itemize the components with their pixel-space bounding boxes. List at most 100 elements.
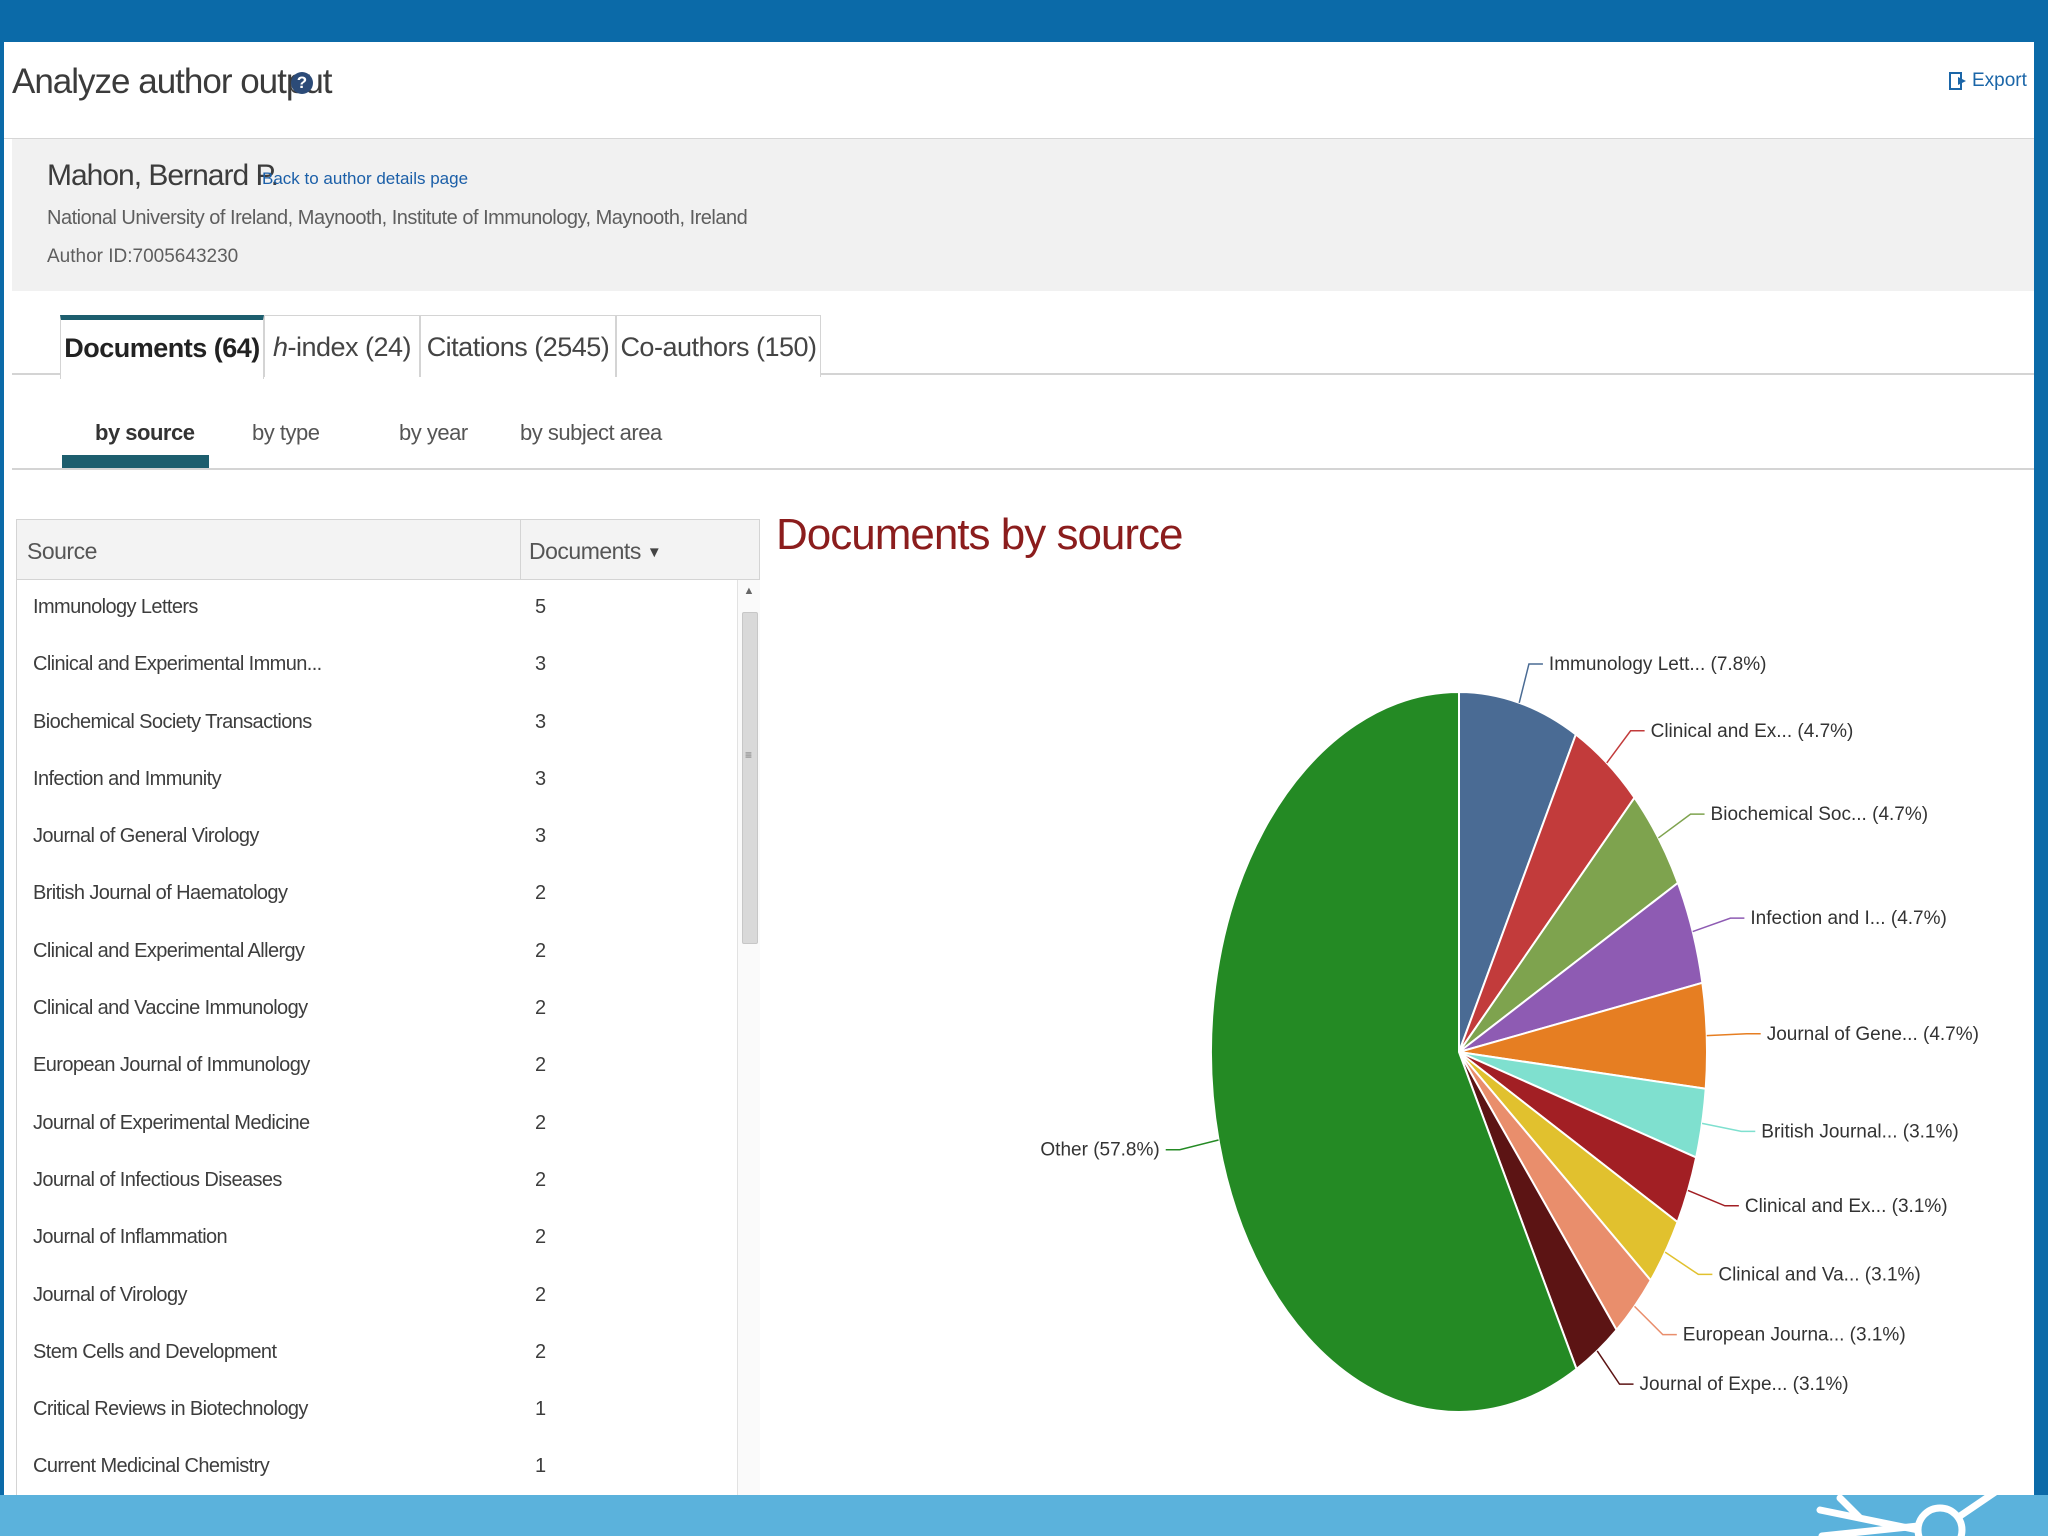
slice-leader-line — [1692, 917, 1745, 933]
source-cell[interactable]: Stem Cells and Development — [33, 1340, 277, 1363]
metric-tabs: Documents (64) h-index (24) Citations (2… — [12, 315, 2034, 379]
documents-cell: 3 — [535, 767, 547, 790]
export-label: Export — [1972, 70, 2027, 91]
source-cell[interactable]: Journal of Experimental Medicine — [33, 1111, 310, 1134]
author-id: Author ID:7005643230 — [47, 246, 239, 267]
snowflake-decoration — [1816, 1478, 2014, 1536]
slice-label: Clinical and Ex... (4.7%) — [1651, 721, 1854, 742]
documents-cell: 2 — [535, 939, 547, 962]
subtab-by-year[interactable]: by year — [399, 420, 468, 445]
slice-leader-line — [1687, 1189, 1739, 1207]
author-name: Mahon, Bernard P. — [47, 159, 279, 192]
desktop-bottom-band — [0, 1495, 2048, 1536]
sort-icon[interactable]: ▼ — [646, 544, 662, 562]
table-row[interactable]: Journal of Inflammation 2 — [17, 1210, 737, 1267]
page-title: Analyze author output — [12, 62, 333, 101]
export-icon — [1949, 71, 1966, 90]
analyze-author-output-page: Analyze author output ? Export Mahon, Be… — [4, 42, 2034, 1495]
slice-label: European Journa... (3.1%) — [1683, 1325, 1906, 1346]
source-cell[interactable]: Biochemical Society Transactions — [33, 710, 312, 733]
table-row[interactable]: Infection and Immunity 3 — [17, 752, 737, 809]
table-row[interactable]: Biochemical Society Transactions 3 — [17, 695, 737, 752]
source-table: Source Documents ▼ Immunology Letters 5 Cli… — [16, 519, 760, 1495]
slice-label: Journal of Expe... (3.1%) — [1640, 1374, 1849, 1395]
table-row[interactable]: British Journal of Haematology 2 — [17, 866, 737, 923]
author-panel: Mahon, Bernard P. Back to author details… — [12, 139, 2034, 291]
table-row[interactable]: Stem Cells and Development 2 — [17, 1325, 737, 1382]
slice-label: British Journal... (3.1%) — [1761, 1121, 1958, 1142]
slice-label: Biochemical Soc... (4.7%) — [1711, 804, 1929, 825]
author-affiliation: National University of Ireland, Maynooth… — [47, 207, 748, 229]
scroll-up-arrow-icon[interactable]: ▲ — [743, 585, 755, 597]
documents-cell: 2 — [535, 1168, 547, 1191]
tab-citations[interactable]: Citations (2545) — [420, 315, 616, 377]
source-cell[interactable]: Infection and Immunity — [33, 767, 222, 790]
slice-label: Journal of Gene... (4.7%) — [1767, 1024, 1979, 1045]
slice-leader-line — [1657, 813, 1705, 839]
documents-cell: 5 — [535, 596, 547, 618]
table-row[interactable]: Clinical and Experimental Immun... 3 — [17, 637, 737, 694]
documents-cell: 3 — [535, 825, 547, 848]
slice-leader-line — [1664, 1251, 1713, 1276]
table-row[interactable]: Journal of Experimental Medicine 2 — [17, 1096, 737, 1153]
documents-cell: 2 — [535, 1226, 547, 1249]
source-cell[interactable]: Journal of Virology — [33, 1283, 187, 1306]
source-cell[interactable]: Clinical and Experimental Allergy — [33, 939, 305, 962]
table-row[interactable]: Clinical and Vaccine Immunology 2 — [17, 981, 737, 1038]
table-row[interactable]: Journal of General Virology 3 — [17, 809, 737, 866]
slice-label: Infection and I... (4.7%) — [1750, 908, 1946, 929]
slice-label: Clinical and Va... (3.1%) — [1718, 1264, 1920, 1285]
column-divider — [520, 520, 521, 579]
source-cell[interactable]: Critical Reviews in Biotechnology — [33, 1398, 308, 1421]
documents-cell: 2 — [535, 1340, 547, 1363]
column-header-source[interactable]: Source — [27, 538, 97, 564]
documents-cell: 2 — [535, 882, 547, 905]
scroll-thumb[interactable] — [742, 612, 758, 944]
export-button[interactable]: Export — [1948, 70, 2027, 92]
source-cell[interactable]: Clinical and Experimental Immun... — [33, 653, 322, 676]
source-cell[interactable]: Current Medicinal Chemistry — [33, 1455, 270, 1478]
slice-leader-line — [1165, 1139, 1219, 1151]
table-row[interactable]: European Journal of Immunology 2 — [17, 1038, 737, 1095]
table-row[interactable]: Current Medicinal Chemistry 1 — [17, 1439, 737, 1495]
documents-cell: 3 — [535, 710, 547, 733]
pie-slice[interactable] — [1210, 690, 1578, 1413]
source-cell[interactable]: Journal of General Virology — [33, 825, 259, 848]
slice-leader-line — [1596, 1350, 1634, 1385]
documents-cell: 1 — [535, 1455, 547, 1478]
table-body: Immunology Letters 5 Clinical and Experime… — [17, 580, 737, 1495]
documents-cell: 1 — [535, 1398, 547, 1421]
source-cell[interactable]: Clinical and Vaccine Immunology — [33, 997, 308, 1020]
document-subtabs: by source by type by year by subject are… — [12, 402, 2034, 470]
table-row[interactable]: Immunology Letters 5 — [17, 580, 737, 637]
help-icon[interactable]: ? — [291, 72, 313, 94]
source-cell[interactable]: British Journal of Haematology — [33, 882, 288, 905]
tab-co-authors[interactable]: Co-authors (150) — [616, 315, 821, 377]
documents-cell: 2 — [535, 1111, 547, 1134]
table-row[interactable]: Clinical and Experimental Allergy 2 — [17, 924, 737, 981]
subtab-by-source[interactable]: by source — [95, 420, 195, 445]
source-cell[interactable]: Immunology Letters — [33, 596, 198, 618]
scroll-grip-icon: ≡ — [745, 748, 753, 762]
tab-documents[interactable]: Documents (64) — [60, 315, 264, 379]
documents-cell: 3 — [535, 653, 547, 676]
back-to-author-details-link[interactable]: Back to author details page — [262, 169, 469, 188]
source-cell[interactable]: Journal of Infectious Diseases — [33, 1168, 282, 1191]
table-row[interactable]: Critical Reviews in Biotechnology 1 — [17, 1382, 737, 1439]
source-cell[interactable]: Journal of Inflammation — [33, 1226, 228, 1249]
table-row[interactable]: Journal of Infectious Diseases 2 — [17, 1153, 737, 1210]
slice-leader-line — [1633, 1305, 1677, 1336]
table-scrollbar[interactable]: ▲ ≡ — [737, 580, 760, 1495]
source-cell[interactable]: European Journal of Immunology — [33, 1054, 310, 1077]
subtab-by-type[interactable]: by type — [252, 420, 320, 445]
slice-leader-line — [1701, 1122, 1756, 1133]
table-header: Source Documents ▼ — [17, 520, 759, 580]
tab-h-index[interactable]: h-index (24) — [264, 315, 420, 377]
subtab-by-subject-area[interactable]: by subject area — [520, 420, 662, 445]
documents-cell: 2 — [535, 1283, 547, 1306]
column-header-documents[interactable]: Documents ▼ — [529, 538, 662, 564]
title-bar: Analyze author output ? Export — [4, 42, 2034, 139]
slice-label: Immunology Lett... (7.8%) — [1549, 654, 1767, 675]
table-row[interactable]: Journal of Virology 2 — [17, 1268, 737, 1325]
documents-by-source-pie-chart: Immunology Lett... (7.8%) Clinical and Ex… — [1040, 654, 1979, 1413]
